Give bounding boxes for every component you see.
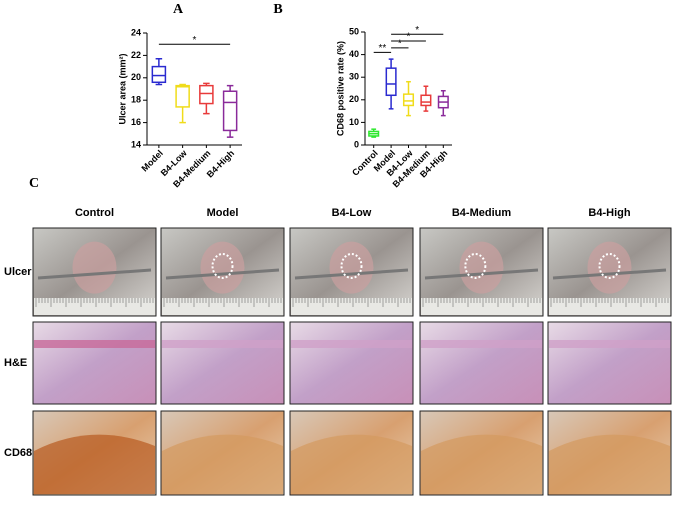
ulcer-outline [340, 253, 363, 279]
y-tick-label: 18 [131, 95, 141, 105]
forceps [165, 268, 280, 280]
ruler [291, 298, 412, 315]
y-tick-label: 24 [131, 27, 141, 37]
column-header: B4-Medium [452, 207, 512, 219]
y-tick-label: 14 [131, 139, 141, 149]
image-panel [160, 321, 285, 405]
epidermis [549, 340, 670, 348]
y-axis-title: Ulcer area (mm²) [117, 53, 127, 124]
forceps [424, 268, 539, 280]
epidermis [421, 340, 542, 348]
box [420, 94, 432, 107]
box [385, 67, 397, 97]
image-panel [289, 321, 414, 405]
y-tick-label: 0 [354, 139, 359, 149]
y-tick-label: 22 [131, 50, 141, 60]
row-label: CD68 [4, 447, 32, 459]
epidermis [162, 340, 283, 348]
tissue [34, 434, 155, 494]
image-panel [419, 321, 544, 405]
significance-label: * [193, 35, 197, 46]
box [222, 90, 238, 132]
column-header: B4-High [588, 207, 630, 219]
row-label: H&E [4, 357, 27, 369]
column-header: Control [75, 207, 114, 219]
box [151, 65, 167, 84]
forceps [294, 268, 409, 280]
skin [72, 241, 117, 294]
y-tick-label: 20 [131, 72, 141, 82]
box [199, 84, 214, 105]
box [402, 93, 415, 107]
panel-label: A [173, 2, 184, 17]
ulcer-outline [211, 253, 234, 279]
epidermis [291, 340, 412, 348]
ruler [421, 298, 542, 315]
panel-label: C [29, 176, 39, 191]
tissue [421, 434, 542, 494]
significance-label: * [398, 38, 402, 49]
y-tick-label: 30 [349, 72, 359, 82]
image-panel [32, 321, 157, 405]
column-header: Model [207, 207, 239, 219]
forceps [552, 268, 667, 280]
significance-label: * [415, 25, 419, 36]
ruler [162, 298, 283, 315]
y-tick-label: 16 [131, 117, 141, 127]
significance-label: ** [379, 43, 387, 54]
ulcer-outline [598, 253, 621, 279]
tissue [162, 434, 283, 494]
ruler [34, 298, 155, 315]
column-header: B4-Low [332, 207, 372, 219]
y-axis-title: CD68 positive rate (%) [335, 41, 345, 136]
y-tick-label: 20 [349, 94, 359, 104]
skin [200, 241, 245, 294]
ulcer-outline [464, 253, 487, 279]
tissue [291, 434, 412, 494]
row-label: Ulcer [4, 266, 32, 278]
ruler [549, 298, 670, 315]
y-tick-label: 10 [349, 117, 359, 127]
skin [329, 241, 374, 294]
skin [587, 241, 632, 294]
skin [459, 241, 504, 294]
epidermis [34, 340, 155, 348]
image-panel [547, 321, 672, 405]
significance-label: * [407, 32, 411, 43]
tissue [549, 434, 670, 494]
forceps [37, 268, 152, 280]
box [175, 84, 190, 108]
y-tick-label: 40 [349, 49, 359, 59]
panel-label: B [273, 2, 282, 17]
y-tick-label: 50 [349, 26, 359, 36]
